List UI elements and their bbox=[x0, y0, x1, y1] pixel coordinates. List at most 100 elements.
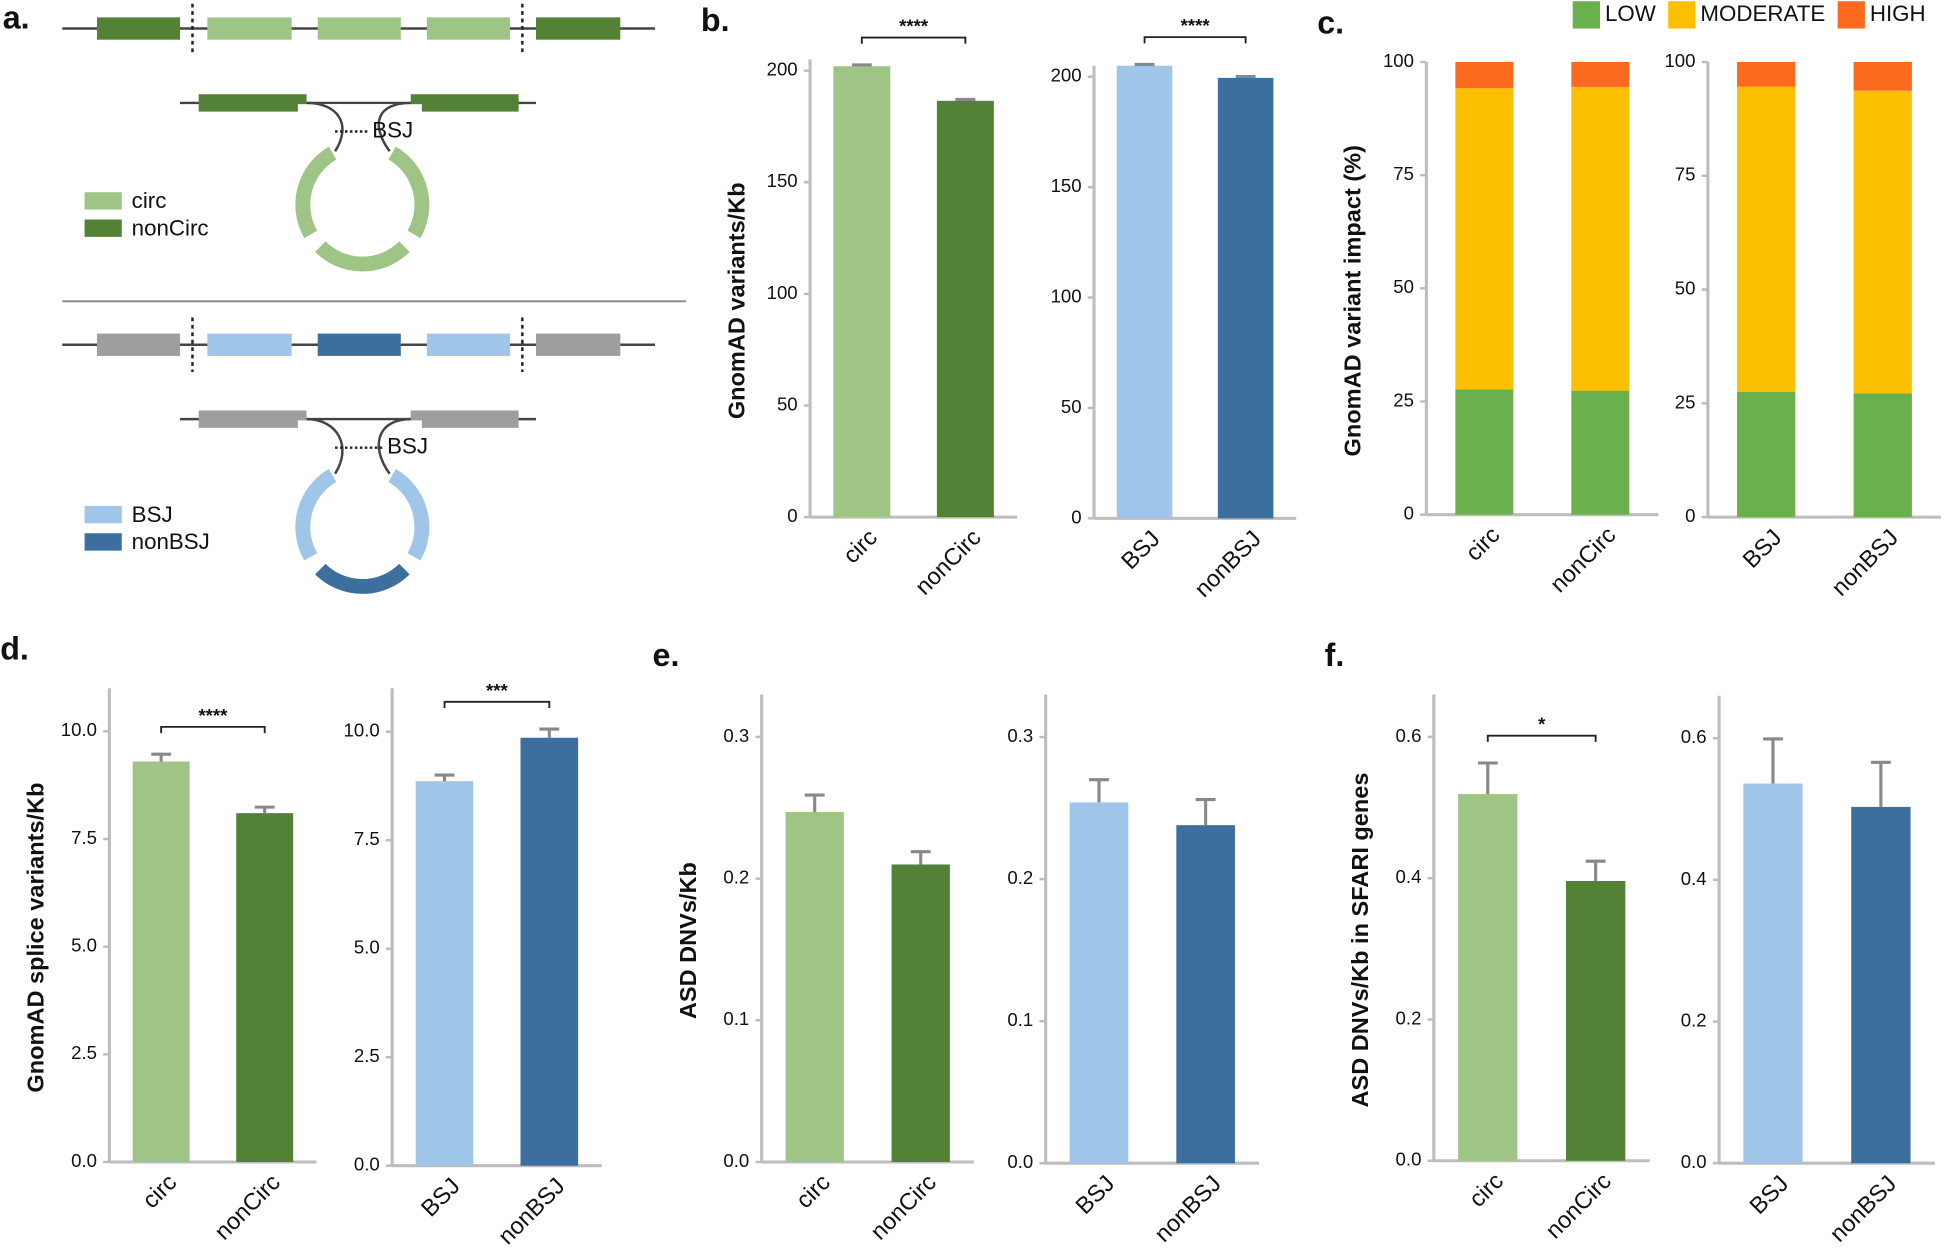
y-axis-label: ASD DNVs/Kb bbox=[675, 862, 701, 1019]
y-tick-label: 0.0 bbox=[1007, 1151, 1033, 1172]
legend-swatch bbox=[1572, 1, 1600, 29]
bar-segment bbox=[1455, 389, 1514, 515]
exon bbox=[426, 333, 510, 356]
y-tick-label: 50 bbox=[777, 393, 798, 414]
y-tick-label: 0.6 bbox=[1396, 725, 1422, 746]
bar bbox=[1458, 794, 1518, 1161]
x-tick-label: BSJ bbox=[1116, 525, 1165, 574]
y-tick-label: 100 bbox=[1664, 50, 1695, 71]
y-tick-label: 0.0 bbox=[71, 1150, 97, 1171]
panel-label: a. bbox=[3, 0, 30, 35]
exon bbox=[198, 410, 307, 428]
y-tick-label: 0.1 bbox=[1007, 1009, 1033, 1030]
x-tick-label: nonBSJ bbox=[1825, 1170, 1902, 1247]
bar-segment bbox=[1571, 390, 1630, 515]
bar-segment bbox=[1571, 62, 1630, 87]
exon bbox=[96, 333, 181, 356]
y-tick-label: 75 bbox=[1393, 163, 1414, 184]
x-tick-label: nonCirc bbox=[910, 524, 986, 600]
y-tick-label: 0.4 bbox=[1681, 868, 1707, 889]
legend-label: MODERATE bbox=[1700, 1, 1825, 26]
x-tick-label: BSJ bbox=[1744, 1170, 1793, 1219]
y-tick-label: 100 bbox=[1051, 285, 1082, 306]
circ-arc bbox=[295, 146, 337, 239]
mask bbox=[297, 420, 422, 433]
bar-segment bbox=[1455, 88, 1514, 390]
y-tick-label: 0.2 bbox=[1396, 1007, 1422, 1028]
y-tick-label: 0.0 bbox=[1681, 1151, 1707, 1172]
y-tick-label: 10.0 bbox=[344, 720, 380, 741]
bar-segment bbox=[1853, 62, 1912, 91]
bar bbox=[415, 781, 474, 1166]
exon bbox=[198, 94, 307, 112]
y-tick-label: 7.5 bbox=[71, 827, 97, 848]
y-axis-label: GnomAD variant impact (%) bbox=[1340, 145, 1366, 456]
bsj-label: BSJ bbox=[387, 434, 428, 459]
y-tick-label: 50 bbox=[1393, 276, 1414, 297]
bar-segment bbox=[1571, 86, 1630, 391]
y-tick-label: 0.2 bbox=[1007, 867, 1033, 888]
circ-arc bbox=[315, 563, 410, 594]
bar bbox=[833, 66, 891, 518]
x-tick-label: BSJ bbox=[1738, 524, 1787, 573]
bar bbox=[1743, 783, 1803, 1164]
y-tick-label: 200 bbox=[1051, 65, 1082, 86]
bar-segment bbox=[1737, 391, 1796, 518]
y-tick-label: 0.0 bbox=[354, 1154, 380, 1175]
y-tick-label: 25 bbox=[1393, 389, 1414, 410]
exon bbox=[535, 17, 621, 40]
y-tick-label: 2.5 bbox=[71, 1042, 97, 1063]
panel-label: c. bbox=[1317, 4, 1344, 40]
legend-swatch bbox=[84, 505, 122, 524]
legend-label: nonCirc bbox=[132, 215, 209, 240]
bar bbox=[236, 813, 294, 1162]
panel-label: f. bbox=[1325, 637, 1345, 673]
bar bbox=[891, 864, 950, 1162]
x-tick-label: circ bbox=[838, 524, 882, 568]
x-tick-label: nonCirc bbox=[209, 1169, 285, 1245]
significance-label: * bbox=[1538, 714, 1546, 735]
significance-bracket bbox=[443, 700, 551, 708]
legend-swatch bbox=[1668, 1, 1696, 29]
bar bbox=[1851, 806, 1911, 1164]
circ-arc bbox=[315, 241, 410, 272]
y-tick-label: 2.5 bbox=[354, 1045, 380, 1066]
significance-bracket bbox=[160, 725, 266, 734]
connector bbox=[377, 417, 411, 475]
exon bbox=[410, 410, 519, 428]
legend-label: HIGH bbox=[1870, 1, 1926, 26]
exon bbox=[317, 17, 401, 40]
y-tick-label: 50 bbox=[1061, 396, 1082, 417]
bar-segment bbox=[1455, 62, 1514, 89]
y-tick-label: 0.0 bbox=[1396, 1149, 1422, 1170]
bar-segment bbox=[1737, 62, 1796, 87]
y-tick-label: 25 bbox=[1675, 391, 1696, 412]
x-tick-label: circ bbox=[791, 1169, 835, 1213]
bar bbox=[1176, 825, 1235, 1164]
bar bbox=[1069, 802, 1129, 1164]
x-tick-label: nonBSJ bbox=[1189, 525, 1266, 602]
legend-swatch bbox=[1837, 1, 1865, 29]
exon bbox=[535, 333, 621, 356]
x-tick-label: nonCirc bbox=[1545, 521, 1621, 597]
circ-arc bbox=[388, 469, 430, 561]
y-tick-label: 150 bbox=[1051, 175, 1082, 196]
y-axis-label: ASD DNVs/Kb in SFARI genes bbox=[1347, 773, 1373, 1108]
y-tick-label: 200 bbox=[767, 59, 798, 80]
x-tick-label: nonBSJ bbox=[493, 1173, 570, 1250]
exon bbox=[426, 17, 510, 40]
diagram-panel: a. BSJ circ nonCirc bbox=[3, 0, 687, 594]
bar bbox=[1565, 880, 1626, 1161]
y-tick-label: 0.1 bbox=[723, 1008, 749, 1029]
y-tick-label: 0.2 bbox=[1681, 1009, 1707, 1030]
y-tick-label: 100 bbox=[1383, 50, 1414, 71]
y-tick-label: 0.3 bbox=[723, 725, 749, 746]
x-tick-label: circ bbox=[137, 1169, 181, 1213]
y-tick-label: 50 bbox=[1675, 277, 1696, 298]
bar-segment bbox=[1737, 86, 1796, 392]
bar-segment bbox=[1853, 393, 1912, 518]
x-tick-label: BSJ bbox=[416, 1173, 465, 1222]
y-tick-label: 0.2 bbox=[723, 867, 749, 888]
legend-label: BSJ bbox=[132, 502, 173, 527]
